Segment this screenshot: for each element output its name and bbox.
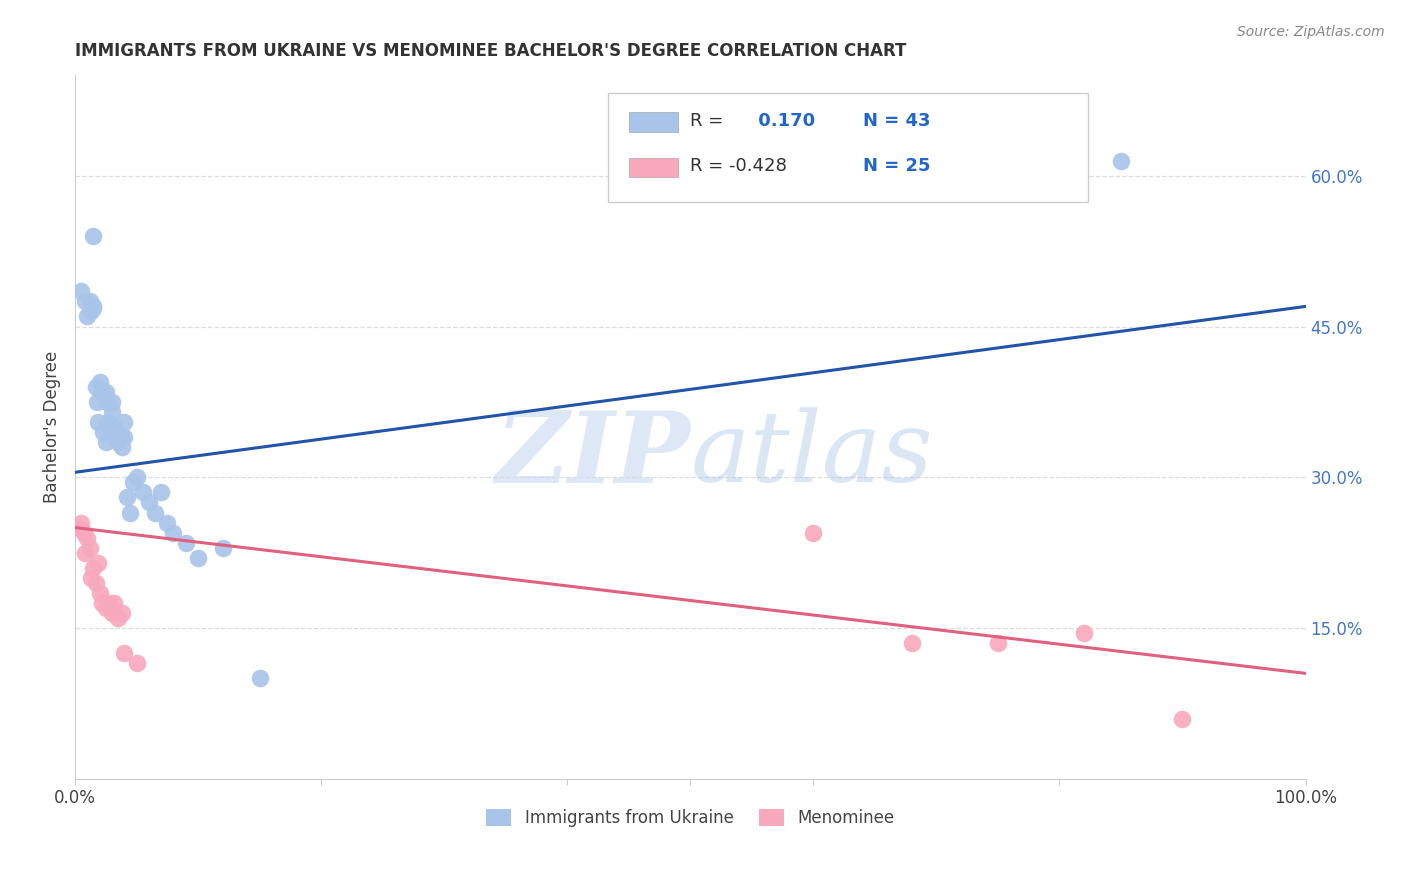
Point: [156, 516, 179, 530]
Point: [97, 415, 120, 429]
Point: [112, 430, 135, 444]
Point: [98, 596, 121, 610]
Text: N = 43: N = 43: [862, 112, 929, 130]
Point: [98, 420, 121, 434]
Point: [162, 525, 184, 540]
Point: [111, 440, 134, 454]
Point: [103, 596, 125, 610]
Point: [104, 430, 127, 444]
Point: [82, 561, 104, 575]
Point: [101, 405, 124, 419]
Point: [101, 395, 124, 409]
Point: [187, 550, 209, 565]
Point: [120, 506, 142, 520]
Point: [1109, 153, 1132, 168]
Point: [84, 575, 107, 590]
Point: [80, 571, 103, 585]
Point: [94, 601, 117, 615]
Point: [96, 395, 118, 409]
Point: [87, 556, 110, 570]
Y-axis label: Bachelor's Degree: Bachelor's Degree: [44, 351, 60, 503]
FancyBboxPatch shape: [628, 112, 678, 131]
Point: [138, 495, 160, 509]
Point: [115, 491, 138, 505]
Point: [125, 657, 148, 671]
Point: [72, 525, 94, 540]
Point: [112, 415, 135, 429]
Point: [89, 375, 111, 389]
Point: [73, 294, 96, 309]
Point: [91, 425, 114, 439]
Point: [79, 294, 101, 309]
Point: [94, 384, 117, 399]
FancyBboxPatch shape: [607, 93, 1088, 202]
Text: N = 25: N = 25: [862, 157, 929, 175]
Point: [111, 606, 134, 620]
Point: [900, 636, 922, 650]
Point: [211, 541, 233, 555]
Point: [801, 525, 824, 540]
Text: R = -0.428: R = -0.428: [690, 157, 787, 175]
Text: 0.170: 0.170: [752, 112, 815, 130]
Point: [87, 415, 110, 429]
Point: [70, 285, 93, 299]
FancyBboxPatch shape: [628, 158, 678, 178]
Point: [84, 380, 107, 394]
Point: [91, 596, 114, 610]
Point: [1073, 626, 1095, 640]
Point: [107, 435, 129, 450]
Text: R =: R =: [690, 112, 730, 130]
Text: ZIP: ZIP: [495, 407, 690, 503]
Point: [73, 546, 96, 560]
Point: [86, 395, 108, 409]
Point: [1171, 712, 1194, 726]
Point: [70, 516, 93, 530]
Point: [987, 636, 1010, 650]
Text: atlas: atlas: [690, 408, 934, 503]
Point: [76, 310, 98, 324]
Point: [82, 300, 104, 314]
Point: [82, 301, 104, 316]
Point: [174, 535, 197, 549]
Point: [67, 520, 90, 534]
Point: [125, 470, 148, 484]
Point: [131, 485, 153, 500]
Text: Source: ZipAtlas.com: Source: ZipAtlas.com: [1237, 25, 1385, 39]
Point: [94, 435, 117, 450]
Point: [91, 384, 114, 399]
Point: [112, 646, 135, 660]
Point: [107, 611, 129, 625]
Point: [110, 430, 132, 444]
Point: [150, 485, 173, 500]
Point: [80, 304, 103, 318]
Point: [89, 586, 111, 600]
Point: [101, 606, 124, 620]
Point: [143, 506, 166, 520]
Legend: Immigrants from Ukraine, Menominee: Immigrants from Ukraine, Menominee: [479, 803, 901, 834]
Point: [103, 420, 125, 434]
Point: [249, 672, 271, 686]
Point: [76, 531, 98, 545]
Point: [82, 229, 104, 244]
Text: IMMIGRANTS FROM UKRAINE VS MENOMINEE BACHELOR'S DEGREE CORRELATION CHART: IMMIGRANTS FROM UKRAINE VS MENOMINEE BAC…: [75, 42, 907, 60]
Point: [79, 541, 101, 555]
Point: [121, 475, 143, 490]
